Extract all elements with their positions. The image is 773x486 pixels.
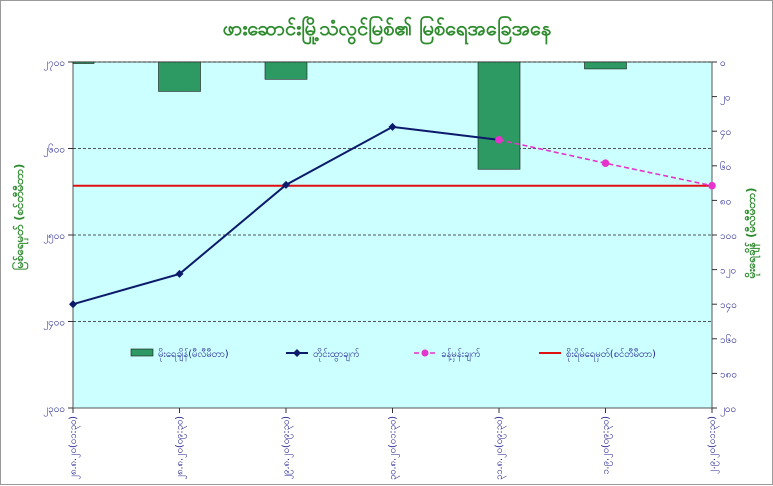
chart-title: ဖားဆောင်းမြို့သံလွင်မြစ်၏ မြစ်ရေအခြေအနေ <box>223 15 552 45</box>
legend: မိုးရေချိန်(မီလီမီတာ) တိုင်းထွာချက် ခန့်မှ… <box>130 348 656 361</box>
legend-label: ခန့်မှန်းချက် <box>441 349 481 361</box>
right-tick-label: ၁၆၀ <box>720 333 737 346</box>
measured-point <box>175 269 184 278</box>
measured-point <box>69 300 77 309</box>
x-tick-label: ၃၁.၈.၂၀(၀၉:၃၀) <box>494 416 506 480</box>
legend-marker <box>293 349 301 357</box>
x-tick-label: ၂၈.၈.၂၀(၀၉:၃၀) <box>175 416 187 480</box>
legend-label: တိုင်းထွာချက် <box>313 349 360 361</box>
right-axis-label: မိုးရေချိန် (မီလီမီတာ) <box>744 188 761 280</box>
x-tick-label: ၁.၉.၂၀(၀၉:၃၀) <box>601 416 613 475</box>
right-tick-label: ၀ <box>720 58 726 69</box>
forecast-line <box>498 139 713 187</box>
left-tick-label: ၂၅၀၀ <box>43 231 65 244</box>
x-axis-ticks: ၂၈.၈.၂၀(၀၁:၃၀) ၂၈.၈.၂၀(၀၉:၃၀) ၂၉.၈.၂၀(၀၉:၃… <box>68 408 719 480</box>
left-tick-label: ၂၇၀၀ <box>43 58 65 71</box>
measured-point <box>282 180 290 189</box>
legend-swatch <box>130 348 154 357</box>
forecast-point <box>601 159 610 168</box>
x-tick-label: ၂.၉.၂၀(၀၁:၃၀) <box>707 416 719 474</box>
forecast-point <box>708 181 716 190</box>
left-tick-label: ၂၃၀၀ <box>43 404 65 417</box>
legend-label: မိုးရေချိန်(မီလီမီတာ) <box>158 349 229 361</box>
right-tick-label: ၄၀ <box>720 127 731 140</box>
left-tick-label: ၂၄၀၀ <box>43 318 65 331</box>
right-tick-label: ၂၀၀ <box>720 404 736 417</box>
right-tick-label: ၆၀ <box>720 160 731 173</box>
x-tick-label: ၂၉.၈.၂၀(၀၉:၃၀) <box>281 416 293 479</box>
right-tick-label: ၁၂၀ <box>720 266 736 279</box>
rain-bar <box>158 61 201 92</box>
right-tick-label: ၁၀၀ <box>720 231 737 242</box>
left-axis-label: မြစ်ရေမှတ် (စင်တီမီတာ) <box>11 164 29 271</box>
legend-label: စိုးရိမ်ရေမှတ်(စင်တီမီတာ) <box>566 349 656 361</box>
x-tick-label: ၃၀.၈.၂၀(၀၁:၃၀) <box>388 416 400 480</box>
rain-bar <box>264 61 308 80</box>
right-tick-label: ၂၀ <box>720 93 731 106</box>
rain-bar <box>72 61 95 64</box>
forecast-point <box>495 136 503 144</box>
right-tick-label: ၈၀ <box>720 196 731 207</box>
right-tick-label: ၁၈၀ <box>720 369 737 380</box>
right-tick-label: ၁၄၀ <box>720 300 737 313</box>
bar-layer <box>72 61 627 170</box>
rain-bar <box>477 61 521 170</box>
rain-bar <box>584 61 627 70</box>
line-layer <box>69 122 716 309</box>
x-tick-label: ၂၈.၈.၂၀(၀၁:၃၀) <box>68 416 80 480</box>
legend-marker <box>421 349 429 357</box>
left-tick-label: ၂၆၀၀ <box>43 143 65 158</box>
measured-point <box>388 122 397 131</box>
